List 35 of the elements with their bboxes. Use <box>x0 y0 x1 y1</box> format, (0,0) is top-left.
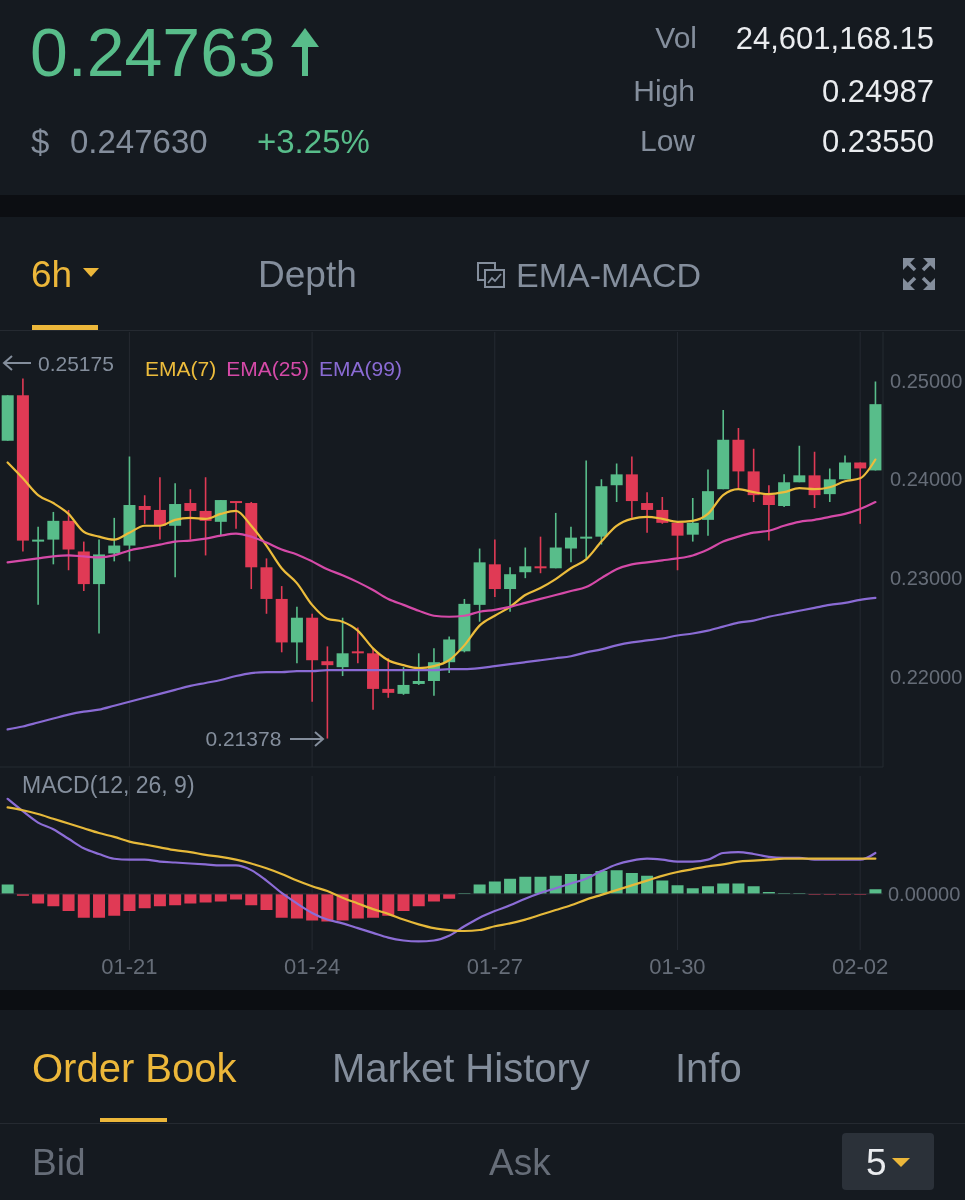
x-tick-label: 02-02 <box>832 953 889 979</box>
text: Order Book <box>32 1045 237 1090</box>
ref-line-label: 0.00000 <box>888 883 961 905</box>
y-tick-label: 0.24000 <box>890 468 963 491</box>
text: EMA(25) <box>226 357 310 380</box>
text: Depth <box>258 254 357 296</box>
annotation: 0.21378 <box>205 727 282 751</box>
text: Vol <box>655 21 697 55</box>
text: 24,601,168.15 <box>735 20 934 56</box>
y-tick-label: 0.25000 <box>890 369 963 392</box>
text: $ <box>31 122 50 160</box>
text: Low <box>639 124 695 158</box>
y-tick-label: 0.23000 <box>890 567 963 590</box>
text: 6h <box>31 254 73 296</box>
annotation: 0.25175 <box>38 351 114 375</box>
text: 5 <box>866 1142 887 1184</box>
text: EMA(99) <box>319 357 402 380</box>
text: 0.247630 <box>70 122 208 160</box>
text: Info <box>675 1045 742 1090</box>
text: Bid <box>32 1142 86 1184</box>
text: EMA(7) <box>145 357 217 380</box>
x-tick-label: 01-27 <box>466 953 523 979</box>
y-tick-label: 0.22000 <box>890 666 963 689</box>
x-tick-label: 01-21 <box>101 953 158 979</box>
text: Ask <box>489 1142 551 1184</box>
text: 0.24763 <box>30 14 276 91</box>
text: 0.24987 <box>821 73 934 109</box>
text: 0.23550 <box>821 123 934 159</box>
text: +3.25% <box>257 122 370 160</box>
x-tick-label: 01-24 <box>283 953 341 979</box>
x-tick-label: 01-30 <box>649 953 706 979</box>
text: EMA-MACD <box>516 255 702 294</box>
text: High <box>633 74 695 108</box>
chart-title: MACD(12, 26, 9) <box>22 771 195 798</box>
text: Market History <box>332 1045 590 1090</box>
